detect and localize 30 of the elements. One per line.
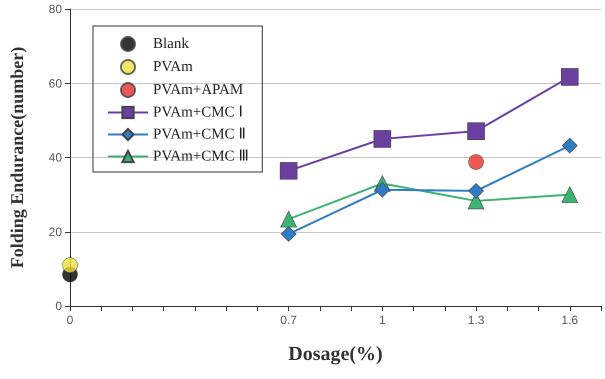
y-tick-label: 80 [48,2,62,16]
point [280,210,297,228]
legend-label: PVAm+CMC Ⅰ [153,104,242,120]
legend-label: PVAm+CMC Ⅲ [153,148,248,164]
y-tick-label: 60 [48,76,62,90]
point [280,162,298,180]
point [562,138,578,154]
point [560,68,579,86]
legend-label: Blank [153,36,190,52]
point [62,257,78,273]
point [374,182,390,198]
x-tick-label: 1.3 [468,313,485,327]
x-tick-label: 1 [379,313,386,327]
y-tick-label: 20 [48,224,62,239]
legend-label: PVAm+APAM [153,82,244,98]
y-tick-label: 0 [55,299,62,313]
point [280,226,296,242]
x-axis-title: Dosage(%) [288,343,383,365]
y-axis-title: Folding Endurance(number) [7,46,27,268]
point [468,183,484,199]
x-tick-label: 0 [66,313,74,327]
x-tick-label: 1.6 [561,313,578,327]
y-tick-label: 40 [48,150,62,164]
point [468,154,484,170]
point [467,122,485,140]
legend-label: PVAm [153,59,194,75]
point [561,186,578,203]
point [374,130,392,148]
legend-label: PVAm+CMC Ⅱ [153,126,246,142]
x-tick-label: 0.7 [280,313,298,327]
